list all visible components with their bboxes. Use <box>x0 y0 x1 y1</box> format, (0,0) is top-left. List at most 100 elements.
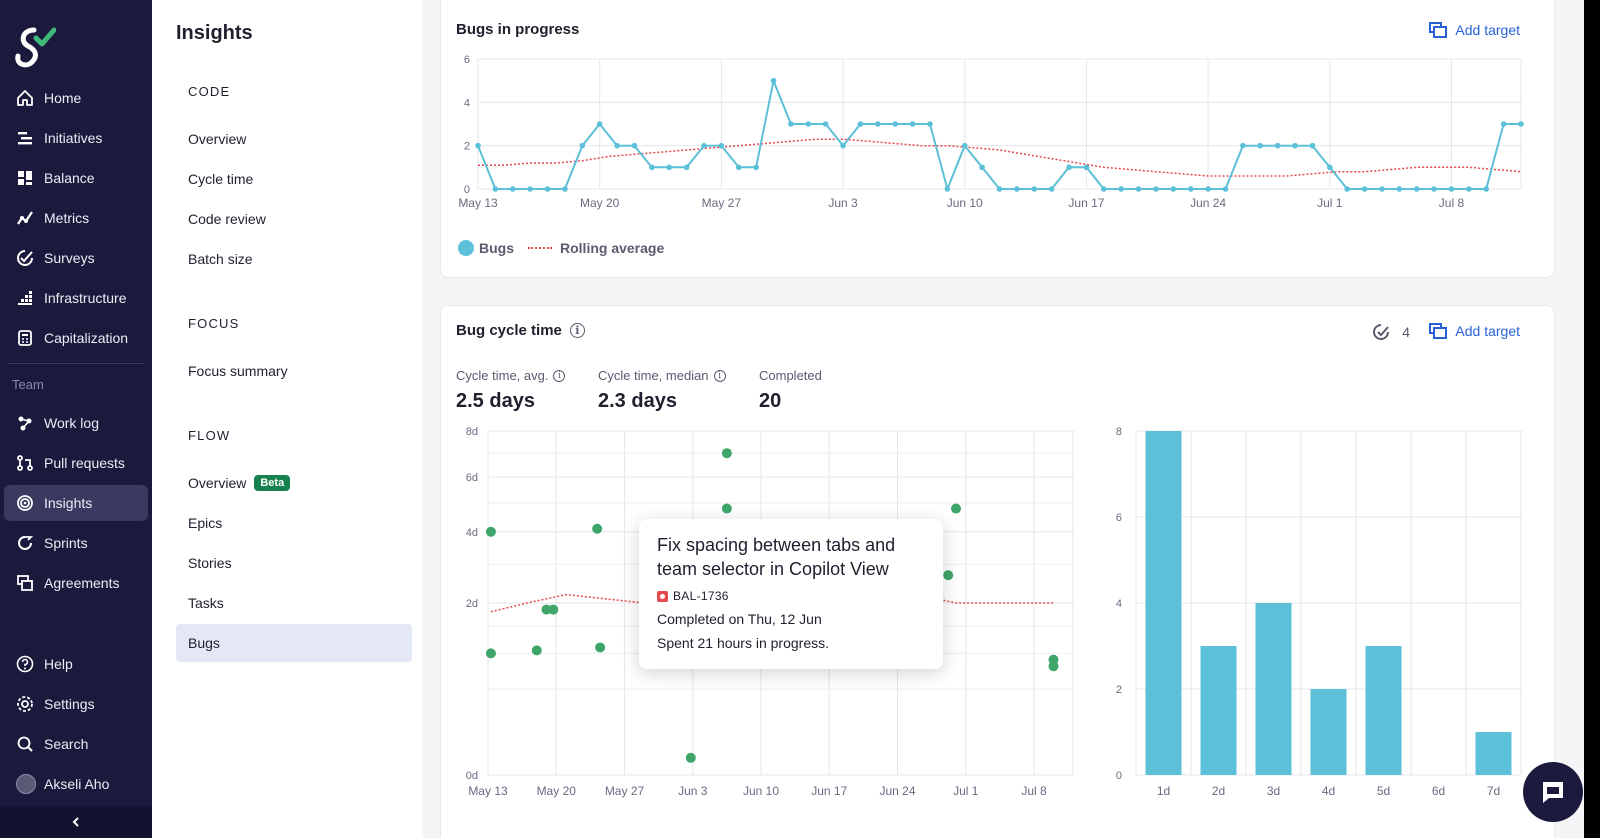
x-tick-label: 5d <box>1377 784 1390 798</box>
nav-item-insights[interactable]: Insights <box>4 485 148 521</box>
y-tick-label: 0 <box>1116 770 1122 782</box>
subnav-item-code-overview[interactable]: Overview <box>176 120 412 158</box>
app-logo[interactable] <box>12 24 56 72</box>
balance-icon <box>18 171 32 185</box>
bugs-data-point <box>596 121 603 127</box>
nav-item-metrics[interactable]: Metrics <box>4 200 148 236</box>
infrastructure-icon <box>18 291 32 305</box>
subnav-item-flow-epics[interactable]: Epics <box>176 504 412 542</box>
data-point <box>721 448 732 459</box>
bugs-data-point <box>892 121 898 127</box>
x-tick-label: Jul 8 <box>1021 784 1047 798</box>
nav-item-label: Work log <box>44 415 99 431</box>
nav-item-help[interactable]: Help <box>4 646 148 682</box>
nav-item-settings[interactable]: Settings <box>4 686 148 722</box>
y-tick-label: 6 <box>1116 512 1122 524</box>
subnav-item-label: Stories <box>188 555 232 571</box>
settings-icon <box>17 696 33 712</box>
nav-item-label: Help <box>44 656 73 672</box>
x-tick-label: May 27 <box>605 784 645 798</box>
y-tick-label: 0d <box>466 770 478 782</box>
target-icon <box>1429 323 1448 339</box>
nav-item-balance[interactable]: Balance <box>4 160 148 196</box>
sprints-icon <box>18 536 34 550</box>
bugs-legend-swatch <box>458 240 474 256</box>
tooltip-completed: Completed on Thu, 12 Jun <box>657 611 822 627</box>
nav-item-infrastructure[interactable]: Infrastructure <box>4 280 148 316</box>
pull-requests-icon <box>17 455 33 471</box>
rolling-average-line <box>478 138 1522 177</box>
x-tick-label: Jul 1 <box>953 784 979 798</box>
add-target-button[interactable]: Add target <box>1429 22 1520 38</box>
nav-item-capitalization[interactable]: Capitalization <box>4 320 148 356</box>
work-log-icon <box>18 416 32 431</box>
nav-item-home[interactable]: Home <box>4 80 148 116</box>
x-tick-label: Jun 10 <box>743 784 779 798</box>
nav-item-initiatives[interactable]: Initiatives <box>4 120 148 156</box>
insights-subnav: Insights CODE Overview Cycle time Code revi… <box>152 0 422 838</box>
subnav-item-code-batch-size[interactable]: Batch size <box>176 240 412 278</box>
bugs-data-point <box>1344 186 1350 192</box>
subnav-item-flow-overview[interactable]: Overview Beta <box>176 464 412 502</box>
nav-item-sprints[interactable]: Sprints <box>4 525 148 561</box>
y-tick-label: 0 <box>464 184 470 196</box>
x-tick-label: May 13 <box>468 784 508 798</box>
subnav-item-code-code-review[interactable]: Code review <box>176 200 412 238</box>
bugs-data-point <box>475 142 481 149</box>
bugs-data-point <box>1135 186 1142 192</box>
bugs-data-point <box>1257 142 1264 149</box>
x-tick-label: 6d <box>1432 784 1445 798</box>
info-icon[interactable]: i <box>713 369 726 382</box>
bugs-data-point <box>927 121 933 127</box>
subnav-section-code: CODE <box>188 84 231 99</box>
histogram-bar <box>1310 689 1347 775</box>
subnav-section-focus: FOCUS <box>188 316 240 331</box>
bugs-data-point <box>492 186 499 192</box>
bugs-data-point <box>753 164 759 171</box>
collapse-nav-button[interactable] <box>0 806 152 838</box>
chat-button[interactable] <box>1523 762 1583 822</box>
bugs-data-point <box>770 77 777 84</box>
bugs-data-point <box>1326 164 1333 171</box>
y-tick-label: 8 <box>1116 426 1122 438</box>
nav-item-akseli-aho[interactable]: Akseli Aho <box>4 766 148 802</box>
nav-item-pull-requests[interactable]: Pull requests <box>4 445 148 481</box>
rolling-legend-label: Rolling average <box>560 240 665 256</box>
bugs-data-point <box>1031 186 1038 192</box>
subnav-item-flow-tasks[interactable]: Tasks <box>176 584 412 622</box>
bugs-data-point <box>1466 186 1472 192</box>
x-tick-label: Jun 17 <box>1068 196 1104 210</box>
info-icon[interactable]: i <box>553 369 566 382</box>
nav-item-work-log[interactable]: Work log <box>4 405 148 441</box>
nav-item-agreements[interactable]: Agreements <box>4 565 148 601</box>
y-tick-label: 8d <box>466 426 478 438</box>
tooltip-issue-id: BAL-1736 <box>657 589 925 603</box>
subnav-item-flow-bugs[interactable]: Bugs <box>176 624 412 662</box>
nav-item-label: Infrastructure <box>44 290 127 306</box>
subnav-item-code-cycle-time[interactable]: Cycle time <box>176 160 412 198</box>
x-tick-label: May 27 <box>702 196 742 210</box>
subnav-item-label: Overview <box>188 131 247 147</box>
bug-issue-icon <box>657 590 668 602</box>
card-title: Bugs in progress <box>456 21 580 38</box>
beta-badge: Beta <box>254 475 291 491</box>
window-edge <box>1584 0 1600 838</box>
x-tick-label: 2d <box>1212 784 1225 798</box>
chevron-left-icon <box>72 817 79 827</box>
data-point <box>685 752 696 763</box>
nav-item-label: Balance <box>44 170 95 186</box>
subnav-item-flow-stories[interactable]: Stories <box>176 544 412 582</box>
subnav-item-label: Tasks <box>188 595 224 611</box>
subnav-item-focus-focus-summary[interactable]: Focus summary <box>176 352 412 390</box>
initiatives-icon <box>18 132 32 145</box>
comments-counter[interactable]: 4 <box>1372 323 1410 341</box>
bugs-data-point <box>788 121 794 127</box>
nav-item-surveys[interactable]: Surveys <box>4 240 148 276</box>
add-target-button[interactable]: Add target <box>1429 323 1520 339</box>
bugs-data-point <box>996 186 1003 192</box>
nav-item-search[interactable]: Search <box>4 726 148 762</box>
bugs-data-point <box>1048 186 1055 192</box>
x-tick-label: 3d <box>1267 784 1280 798</box>
search-icon <box>17 736 33 752</box>
info-icon[interactable]: i <box>569 323 585 338</box>
